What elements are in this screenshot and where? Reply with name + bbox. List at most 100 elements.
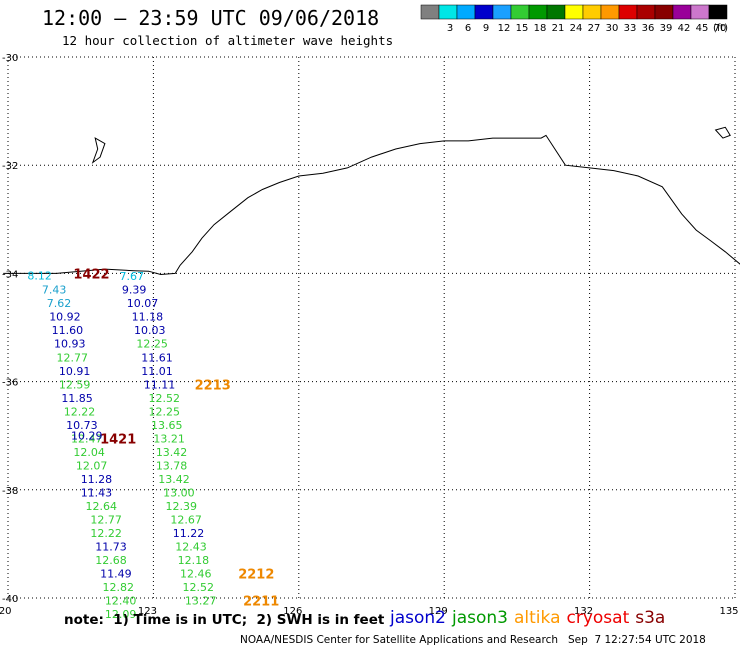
wave-height-label: 10.29	[71, 430, 103, 443]
pass-time-label: 1422	[73, 267, 109, 282]
color-scale-label: 36	[642, 23, 655, 34]
wave-height-label: 11.49	[100, 568, 132, 581]
wave-height-label: 12.40	[105, 595, 137, 608]
wave-height-label: 12.77	[56, 351, 88, 364]
wave-height-label: 12.59	[59, 378, 91, 391]
page-title: 12:00 – 23:59 UTC 09/06/2018	[42, 6, 380, 30]
wave-height-label: 8.12	[27, 270, 51, 283]
wave-height-label: 11.01	[141, 365, 173, 378]
wave-height-label: 7.43	[42, 284, 67, 297]
wave-height-label: 12.04	[73, 446, 105, 459]
lon-tick-label: 123	[138, 606, 157, 617]
wave-height-label: 11.85	[61, 392, 93, 405]
lat-tick-label: -40	[2, 594, 18, 605]
wave-height-label: 12.39	[166, 500, 198, 513]
color-scale-label: 70	[714, 23, 727, 34]
lat-tick-label: -38	[2, 486, 18, 497]
coastline	[3, 134, 740, 276]
island-outline	[714, 126, 731, 139]
wave-height-label: 12.25	[136, 338, 168, 351]
wave-height-label: 11.11	[144, 378, 176, 391]
lon-tick-label: 129	[429, 606, 448, 617]
wave-height-label: 7.67	[119, 270, 143, 283]
satellite-legend: jason2 jason3 altika cryosat s3a	[390, 608, 671, 628]
wave-height-label: 13.21	[153, 432, 185, 445]
wave-height-label: 10.03	[134, 324, 166, 337]
color-scale-swatch	[690, 4, 710, 20]
wave-height-label: 12.52	[149, 392, 181, 405]
color-scale-swatch	[528, 4, 548, 20]
wave-height-label: 12.22	[90, 527, 122, 540]
color-scale-swatch	[654, 4, 674, 20]
wave-height-label: 10.07	[127, 297, 159, 310]
wave-height-label: 11.43	[81, 487, 113, 500]
lon-tick-label: 132	[574, 606, 593, 617]
color-scale-label: 21	[552, 23, 565, 34]
color-scale-swatch	[510, 4, 530, 20]
wave-height-label: 11.61	[141, 351, 173, 364]
lon-tick-label: 120	[0, 606, 12, 617]
color-scale-label: 33	[624, 23, 637, 34]
color-scale-label: 9	[483, 23, 489, 34]
color-scale-label: 24	[570, 23, 583, 34]
wave-height-label: 12.25	[149, 405, 181, 418]
wave-height-label: 11.28	[81, 473, 113, 486]
pass-time-label: 2211	[243, 595, 279, 610]
wave-height-label: 10.91	[59, 365, 91, 378]
wave-height-label: 12.07	[76, 459, 108, 472]
island-outline	[91, 137, 106, 164]
wave-height-label: 11.60	[52, 324, 83, 337]
lat-tick-label: -36	[2, 378, 18, 389]
satellite-legend-altika: altika	[514, 608, 561, 628]
wave-height-label: 12.68	[95, 554, 127, 567]
wave-height-label: 11.73	[95, 541, 127, 554]
lat-tick-label: -32	[2, 161, 18, 172]
color-scale-swatch	[582, 4, 602, 20]
pass-time-label: 2213	[195, 378, 231, 393]
color-scale-swatch	[708, 4, 728, 20]
color-scale-label: 27	[588, 23, 601, 34]
color-scale-swatch	[672, 4, 692, 20]
wave-height-label: 12.82	[103, 581, 135, 594]
color-scale-label: 30	[606, 23, 619, 34]
satellite-legend-s3a: s3a	[635, 608, 666, 628]
color-scale-swatch	[564, 4, 584, 20]
wave-height-label: 11.18	[132, 311, 164, 324]
lat-tick-label: -34	[2, 269, 18, 280]
color-scale-label: 18	[534, 23, 547, 34]
wave-height-label: 12.47	[71, 432, 103, 445]
units-note: note: 1) Time is in UTC; 2) SWH is in fe…	[64, 612, 385, 628]
wave-height-label: 12.64	[86, 500, 118, 513]
wave-height-label: 13.00	[163, 487, 195, 500]
wave-height-label: 13.42	[158, 473, 190, 486]
color-scale-label: 3	[447, 23, 453, 34]
wave-height-label: 10.93	[54, 338, 86, 351]
color-scale-swatch	[636, 4, 656, 20]
wave-height-label: 13.42	[156, 446, 188, 459]
wave-height-label: 11.22	[173, 527, 205, 540]
lon-tick-label: 135	[719, 606, 738, 617]
color-scale-swatch	[492, 4, 512, 20]
wave-height-label: 12.43	[175, 541, 207, 554]
color-scale-swatch	[546, 4, 566, 20]
wave-height-label: 12.52	[182, 581, 214, 594]
satellite-legend-jason2: jason2	[390, 608, 446, 628]
color-scale-label: 42	[678, 23, 691, 34]
color-scale-label: 12	[498, 23, 511, 34]
wave-height-label: 12.09	[105, 608, 137, 621]
wave-height-label: 12.67	[170, 514, 202, 527]
satellite-legend-jason3: jason3	[452, 608, 508, 628]
pass-time-label: 1421	[100, 432, 136, 447]
color-scale-label: 45	[696, 23, 709, 34]
wave-height-label: 10.73	[66, 419, 98, 432]
color-scale-swatch	[618, 4, 638, 20]
page-subtitle: 12 hour collection of altimeter wave hei…	[62, 33, 394, 48]
wave-height-label: 9.39	[122, 284, 147, 297]
pass-time-label: 2212	[238, 568, 274, 583]
wave-height-label: 10.92	[49, 311, 81, 324]
color-scale-label: 15	[516, 23, 529, 34]
wave-height-label: 12.22	[64, 405, 95, 418]
wave-height-label: 13.27	[185, 595, 217, 608]
color-scale-label: 39	[660, 23, 673, 34]
